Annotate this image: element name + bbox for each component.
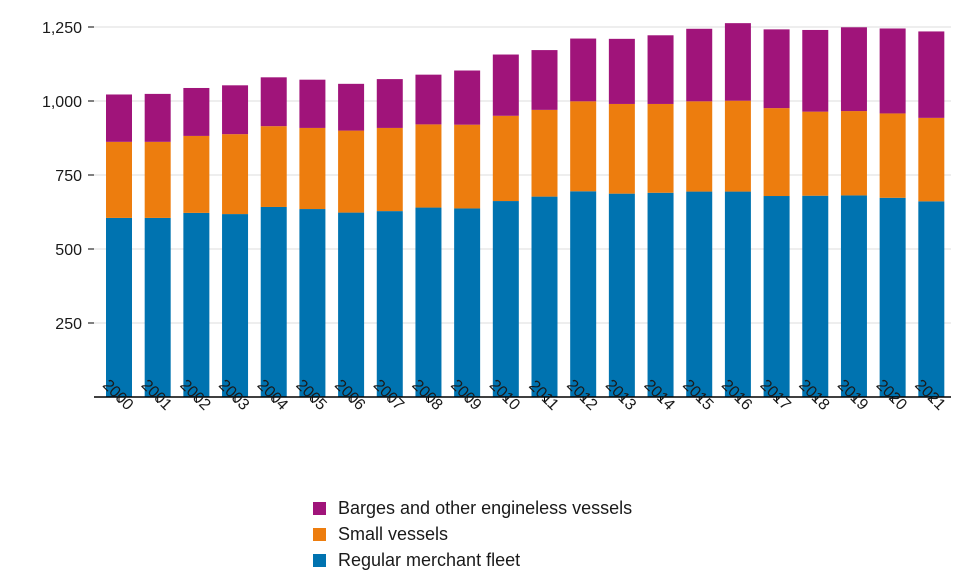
bar-segment-small-vessels-2010: [492, 115, 519, 202]
bar-segment-barges-and-other-engineless-vessels-2021: [918, 31, 945, 118]
bar-segment-regular-merchant-fleet-2019: [840, 195, 867, 397]
bar-segment-barges-and-other-engineless-vessels-2001: [144, 93, 171, 142]
bar-segment-regular-merchant-fleet-2000: [106, 217, 132, 397]
bar-segment-small-vessels-2014: [647, 103, 674, 193]
bar-segment-regular-merchant-fleet-2016: [724, 191, 751, 397]
bar-segment-small-vessels-2004: [260, 126, 287, 207]
y-tick-label: 750: [55, 168, 82, 185]
bars: [106, 23, 945, 397]
legend-label: Regular merchant fleet: [338, 549, 521, 570]
bar-segment-regular-merchant-fleet-2001: [144, 217, 171, 397]
bar-segment-small-vessels-2019: [840, 111, 867, 196]
bar-segment-regular-merchant-fleet-2014: [647, 192, 674, 397]
bar-segment-small-vessels-2008: [415, 124, 442, 208]
legend-swatch: [313, 501, 326, 515]
bar-segment-barges-and-other-engineless-vessels-2009: [454, 70, 481, 125]
bar-segment-barges-and-other-engineless-vessels-2013: [608, 38, 635, 104]
legend-item: Small vessels: [313, 521, 632, 547]
bar-segment-small-vessels-2000: [106, 141, 132, 218]
bar-segment-small-vessels-2012: [570, 101, 597, 192]
legend-swatch: [313, 553, 326, 567]
bar-segment-barges-and-other-engineless-vessels-2017: [763, 29, 790, 109]
bar-segment-barges-and-other-engineless-vessels-2014: [647, 35, 674, 104]
bar-segment-regular-merchant-fleet-2011: [531, 196, 558, 397]
bar-segment-small-vessels-2001: [144, 141, 171, 218]
bar-segment-barges-and-other-engineless-vessels-2007: [376, 79, 403, 128]
bar-segment-small-vessels-2005: [299, 127, 326, 210]
legend-label: Barges and other engineless vessels: [338, 497, 633, 518]
legend-label: Small vessels: [338, 523, 449, 544]
bar-segment-barges-and-other-engineless-vessels-2010: [492, 54, 519, 116]
bar-segment-small-vessels-2002: [183, 135, 210, 213]
bar-segment-regular-merchant-fleet-2015: [686, 191, 713, 397]
bar-segment-small-vessels-2009: [454, 124, 481, 209]
bar-segment-small-vessels-2018: [802, 111, 829, 196]
bar-segment-regular-merchant-fleet-2013: [608, 193, 635, 397]
bar-segment-regular-merchant-fleet-2018: [802, 195, 829, 397]
bar-segment-barges-and-other-engineless-vessels-2011: [531, 50, 558, 110]
bar-segment-regular-merchant-fleet-2017: [763, 196, 790, 397]
bar-segment-regular-merchant-fleet-2004: [260, 206, 287, 397]
bar-segment-regular-merchant-fleet-2006: [338, 212, 365, 397]
bar-segment-barges-and-other-engineless-vessels-2004: [260, 77, 287, 127]
legend-item: Barges and other engineless vessels: [313, 495, 632, 521]
y-axis: 250 500 750 1,000 1,250: [42, 20, 94, 333]
bar-segment-barges-and-other-engineless-vessels-2020: [879, 28, 906, 114]
bar-segment-small-vessels-2003: [222, 134, 249, 215]
legend: Barges and other engineless vessels Small…: [313, 495, 632, 573]
bar-segment-small-vessels-2016: [724, 100, 751, 192]
bar-segment-regular-merchant-fleet-2020: [879, 197, 906, 397]
bar-segment-barges-and-other-engineless-vessels-2003: [222, 85, 249, 135]
bar-segment-barges-and-other-engineless-vessels-2015: [686, 28, 713, 102]
bar-segment-small-vessels-2011: [531, 109, 558, 197]
bar-segment-barges-and-other-engineless-vessels-2018: [802, 29, 829, 112]
y-tick-label: 1,000: [42, 94, 82, 111]
y-tick-label: 1,250: [42, 20, 82, 37]
bar-segment-small-vessels-2006: [338, 130, 365, 213]
bar-segment-small-vessels-2020: [879, 113, 906, 198]
bar-segment-regular-merchant-fleet-2009: [454, 208, 481, 397]
bar-segment-barges-and-other-engineless-vessels-2000: [106, 94, 132, 142]
y-tick-label: 250: [55, 316, 82, 333]
y-tick-label: 500: [55, 242, 82, 259]
bar-segment-regular-merchant-fleet-2007: [376, 211, 403, 397]
bar-segment-regular-merchant-fleet-2012: [570, 191, 597, 397]
bar-segment-small-vessels-2021: [918, 117, 945, 202]
bar-segment-barges-and-other-engineless-vessels-2005: [299, 79, 326, 128]
bar-segment-barges-and-other-engineless-vessels-2016: [724, 23, 751, 101]
bar-segment-regular-merchant-fleet-2010: [492, 201, 519, 397]
bar-segment-regular-merchant-fleet-2003: [222, 214, 249, 397]
bar-segment-barges-and-other-engineless-vessels-2012: [570, 38, 597, 102]
bar-segment-small-vessels-2015: [686, 101, 713, 192]
bar-segment-small-vessels-2013: [608, 103, 635, 194]
bar-segment-regular-merchant-fleet-2008: [415, 207, 442, 397]
bar-segment-barges-and-other-engineless-vessels-2006: [338, 83, 365, 131]
bar-segment-regular-merchant-fleet-2005: [299, 209, 326, 397]
bar-segment-barges-and-other-engineless-vessels-2008: [415, 74, 442, 125]
bar-segment-regular-merchant-fleet-2021: [918, 201, 945, 397]
legend-swatch: [313, 527, 326, 541]
bar-segment-barges-and-other-engineless-vessels-2002: [183, 87, 210, 136]
bar-segment-regular-merchant-fleet-2002: [183, 212, 210, 397]
legend-item: Regular merchant fleet: [313, 547, 632, 573]
bar-segment-small-vessels-2007: [376, 127, 403, 212]
bar-segment-barges-and-other-engineless-vessels-2019: [840, 27, 867, 112]
bar-segment-small-vessels-2017: [763, 108, 790, 197]
